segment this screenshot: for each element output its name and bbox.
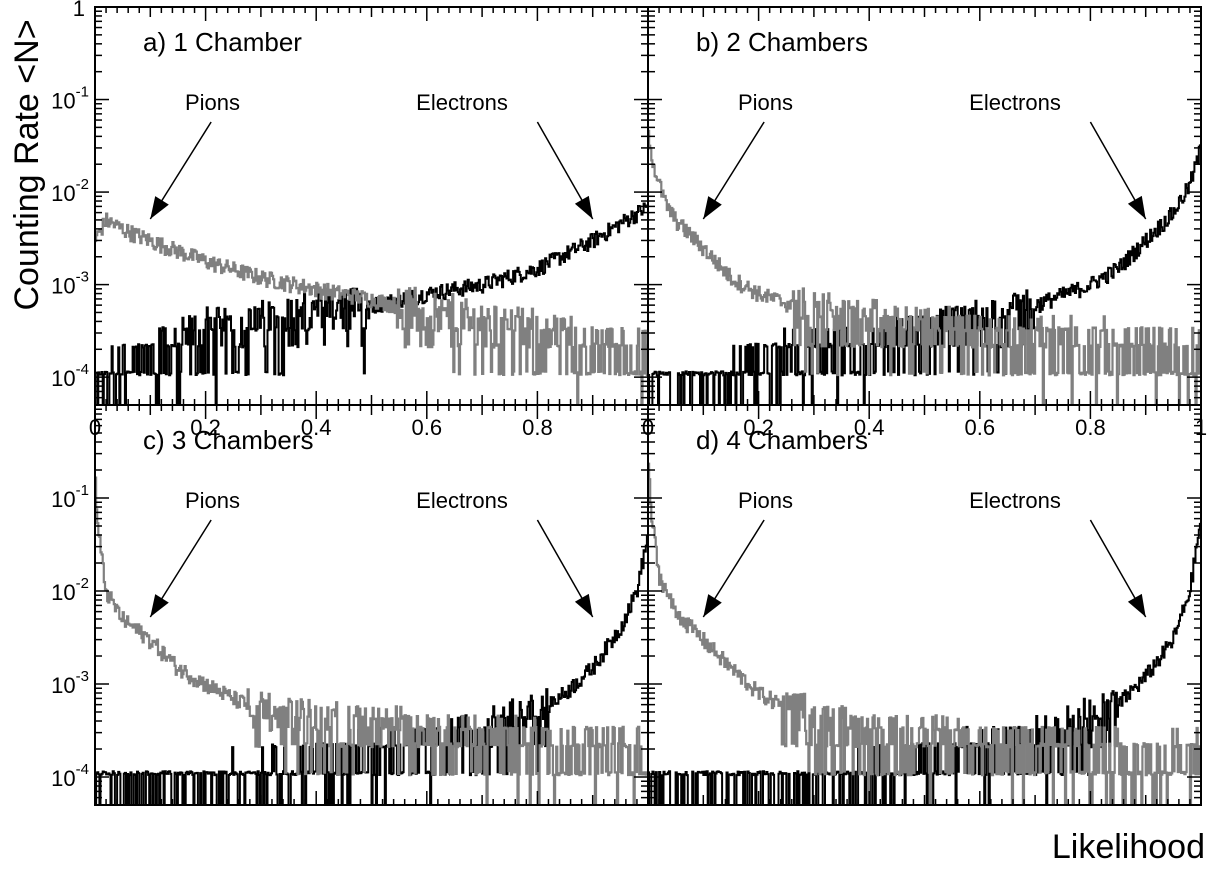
- plot-area: [648, 129, 1201, 405]
- plot-area: [648, 462, 1201, 805]
- x-tick-label: 0.6: [412, 415, 443, 440]
- panel-4: d) 4 Chambers Pions Electrons: [647, 404, 1202, 806]
- y-tick-exponent: -2: [76, 176, 89, 193]
- y-tick-label: 10-2: [51, 575, 89, 605]
- y-axis-label-wrap: Counting Rate <N>: [0, 0, 70, 869]
- y-axis-label-svg: Counting Rate <N>: [8, 19, 46, 310]
- x-tick-label: 0.2: [190, 415, 221, 440]
- x-tick-label: 0.8: [1075, 415, 1106, 440]
- panel-title: a) 1 Chamber: [143, 27, 302, 57]
- annotation-pions: Pions: [738, 488, 793, 513]
- y-tick-label: 10-3: [51, 668, 89, 698]
- y-tick-base: 1: [73, 0, 85, 21]
- y-tick-label: 10-4: [51, 761, 89, 791]
- panel-title: d) 4 Chambers: [696, 425, 868, 455]
- annotation-pions: Pions: [185, 90, 240, 115]
- panel-1: 10-410-310-210-110 0.2 0.4 0.6 0.8a) 1 Chamb…: [51, 0, 649, 440]
- series-pions: [95, 212, 648, 405]
- y-tick-label: 10-2: [51, 176, 89, 206]
- panel-title: c) 3 Chambers: [143, 425, 314, 455]
- x-tick-label: 0.4: [854, 415, 885, 440]
- series-electrons: [648, 144, 1201, 405]
- annotation-pions: Pions: [185, 488, 240, 513]
- x-tick-label: 0.6: [965, 415, 996, 440]
- plot-area: [95, 476, 648, 805]
- x-tick-label: 0.8: [522, 415, 553, 440]
- y-tick-exponent: -3: [76, 269, 89, 286]
- y-axis-label: Counting Rate <N>: [8, 19, 46, 310]
- y-tick-base: 10: [51, 673, 75, 698]
- annotation-arrow-head: [703, 196, 722, 219]
- annotation-pions: Pions: [738, 90, 793, 115]
- y-tick-base: 10: [51, 181, 75, 206]
- annotation-electrons: Electrons: [969, 90, 1061, 115]
- y-tick-label: 1: [73, 0, 85, 21]
- y-tick-exponent: -3: [76, 668, 89, 685]
- series-electrons: [648, 522, 1201, 805]
- y-tick-label: 10-1: [51, 482, 89, 512]
- x-tick-label: 0.2: [743, 415, 774, 440]
- series-pions: [95, 476, 648, 805]
- annotation-arrow-head: [150, 196, 169, 219]
- y-tick-exponent: -4: [76, 761, 89, 778]
- annotation-arrow-head: [703, 594, 722, 617]
- annotation-electrons: Electrons: [969, 488, 1061, 513]
- annotation-electrons: Electrons: [416, 90, 508, 115]
- y-tick-exponent: -4: [76, 361, 89, 378]
- x-axis-label: Likelihood: [1051, 828, 1205, 866]
- y-tick-base: 10: [51, 89, 75, 114]
- annotation-arrow-head: [574, 195, 593, 219]
- y-tick-label: 10-4: [51, 361, 89, 391]
- y-tick-label: 10-3: [51, 269, 89, 299]
- annotation-arrow-head: [1127, 593, 1146, 617]
- y-tick-base: 10: [51, 366, 75, 391]
- x-tick-label: 0.4: [301, 415, 332, 440]
- annotation-arrow-head: [574, 593, 593, 617]
- y-tick-base: 10: [51, 580, 75, 605]
- y-tick-label: 10-1: [51, 84, 89, 114]
- annotation-arrow-head: [150, 594, 169, 617]
- y-tick-exponent: -2: [76, 575, 89, 592]
- series-pions: [648, 129, 1201, 405]
- series-electrons: [95, 534, 648, 805]
- series-pions: [648, 462, 1201, 805]
- y-tick-base: 10: [51, 766, 75, 791]
- y-tick-exponent: -1: [76, 482, 89, 499]
- annotation-arrow-head: [1127, 195, 1146, 219]
- plot-area: [95, 202, 648, 405]
- y-tick-exponent: -1: [76, 84, 89, 101]
- y-tick-base: 10: [51, 274, 75, 299]
- panel-title: b) 2 Chambers: [696, 27, 868, 57]
- y-tick-base: 10: [51, 487, 75, 512]
- annotation-electrons: Electrons: [416, 488, 508, 513]
